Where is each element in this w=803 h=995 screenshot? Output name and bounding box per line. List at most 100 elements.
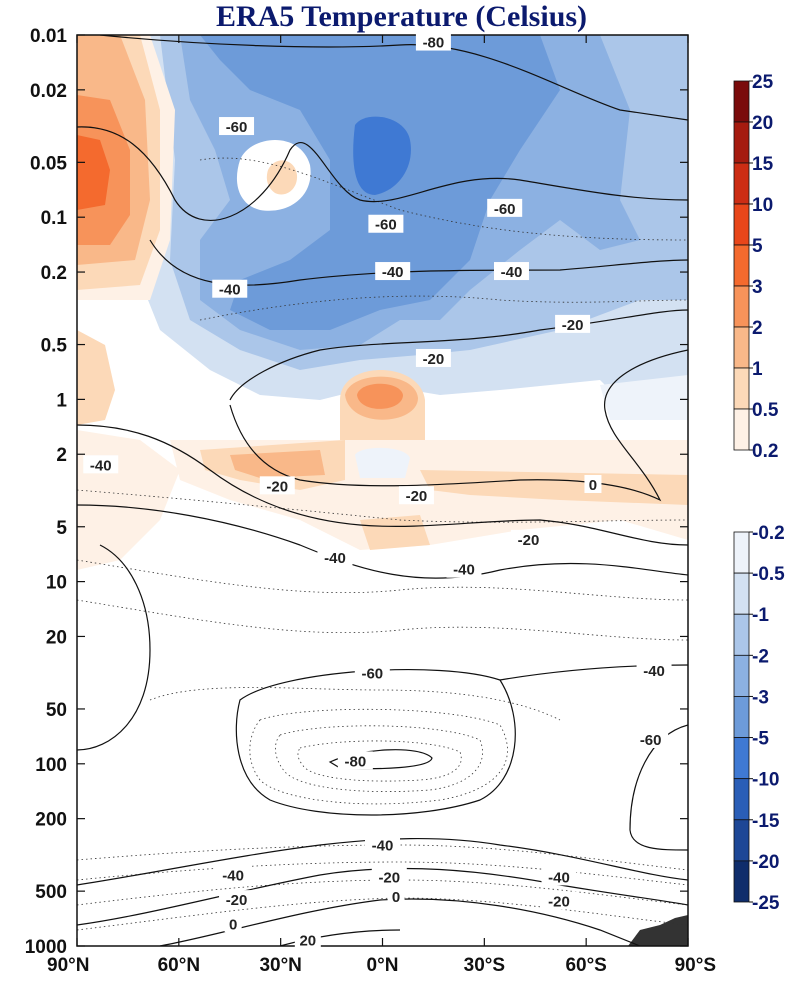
- y-tick-label: 5: [56, 518, 67, 539]
- colorbar-label: -10: [752, 770, 779, 791]
- contour-label: 0: [392, 889, 400, 906]
- contour-label: -20: [548, 894, 570, 911]
- colorbar-swatch: [733, 696, 750, 738]
- contour-label: -60: [494, 201, 516, 218]
- y-tick-label: 0.1: [41, 208, 68, 229]
- contour-label-bg: [636, 661, 672, 680]
- contour-label-bg: [415, 348, 451, 367]
- colorbar-label: -0.5: [752, 564, 785, 585]
- y-tick-label: 2: [56, 445, 67, 466]
- colorbar-label: 5: [752, 236, 763, 257]
- x-tick-label: 60°N: [158, 955, 200, 976]
- colorbar-label: 1: [752, 359, 763, 380]
- neg-anomaly-fill: [600, 375, 688, 420]
- colorbar-swatch: [733, 737, 750, 780]
- contour-label-bg: [317, 547, 353, 566]
- contour-label: 0: [589, 477, 597, 494]
- contour-label: 20: [299, 932, 316, 949]
- contour-label-bg: [371, 867, 407, 886]
- colorbar-label: 2: [752, 318, 763, 339]
- contour-label-bg: [398, 486, 434, 505]
- y-tick-label: 20: [46, 627, 67, 648]
- contour-label: -40: [501, 264, 523, 281]
- colorbar-label: -20: [752, 852, 779, 873]
- pos-anomaly-fill: [77, 135, 110, 210]
- contour-label: -20: [518, 532, 540, 549]
- colorbar-label: -0.2: [752, 523, 785, 544]
- x-tick-label: 0°N: [367, 955, 399, 976]
- colorbar-swatch: [733, 244, 750, 287]
- contour-line: [279, 929, 401, 946]
- dotted-contour: [149, 687, 561, 721]
- colorbar-label: 0.5: [752, 400, 779, 421]
- contour-label: -80: [423, 35, 445, 52]
- contour-line: [77, 126, 688, 221]
- contour-label-bg: [446, 559, 482, 578]
- colorbar-swatch: [733, 80, 750, 123]
- y-tick-label: 10: [46, 573, 67, 594]
- contour-label: -40: [90, 457, 112, 474]
- colorbar-swatch: [733, 326, 750, 369]
- colorbar-label: -5: [752, 729, 769, 750]
- x-axis: 90°N 60°N 30°N 0°N 30°S 60°S 90°S: [47, 35, 716, 976]
- dotted-contour: [297, 740, 462, 782]
- y-tick-label: 1: [56, 390, 67, 411]
- colorbar-swatch: [733, 367, 750, 410]
- colorbar-label: 0.2: [752, 441, 778, 462]
- colorbar-swatch: [733, 860, 750, 903]
- x-tick-label: 30°S: [464, 955, 505, 976]
- dotted-contour: [77, 489, 688, 523]
- contour-label: -40: [453, 562, 475, 579]
- contour-label-bg: [487, 198, 523, 217]
- y-tick-label: 200: [35, 810, 67, 831]
- contour-label-bg: [224, 914, 242, 933]
- contour-label: -80: [345, 753, 367, 770]
- pos-anomaly-fill: [357, 383, 403, 409]
- contour-label: -60: [226, 119, 248, 136]
- contour-label-bg: [294, 930, 321, 949]
- contour-label: -20: [406, 488, 428, 505]
- y-tick-label: 0.02: [30, 81, 67, 102]
- contour-label-bg: [493, 262, 529, 281]
- contour-label-bg: [368, 214, 404, 233]
- y-tick-label: 100: [35, 755, 67, 776]
- contour-line: [77, 424, 688, 546]
- colorbar-label: 15: [752, 154, 774, 175]
- contour-label-bg: [219, 117, 255, 136]
- contour-label: -40: [222, 867, 244, 884]
- contour-line: [77, 504, 688, 579]
- contour-label: -20: [226, 892, 248, 909]
- colorbar-label: -3: [752, 687, 769, 708]
- colorbar-swatch: [733, 778, 750, 821]
- colorbar-swatch: [733, 285, 750, 328]
- x-tick-label: 30°N: [259, 955, 301, 976]
- contour-label: -60: [640, 732, 662, 749]
- colorbar-label: 20: [752, 113, 773, 134]
- contour-label: -40: [372, 837, 394, 854]
- contour-label: -40: [382, 264, 404, 281]
- contour-label-bg: [415, 32, 451, 51]
- y-tick-label: 0.05: [30, 153, 67, 174]
- contour-line: [159, 898, 641, 946]
- colorbar-label: 25: [752, 72, 774, 93]
- colorbar-swatch: [733, 654, 750, 697]
- contour-label-bg: [215, 865, 251, 884]
- colorbar-swatch: [733, 203, 750, 246]
- colorbar-label: -15: [752, 811, 780, 832]
- neg-anomaly-fill: [353, 116, 411, 195]
- y-tick-label: 0.2: [41, 263, 67, 284]
- negative-colorbar: -0.2 -0.5 -1 -2 -3 -5 -10 -15 -20 -25: [733, 523, 785, 914]
- filled-contours: [77, 35, 688, 946]
- contour-label-bg: [584, 475, 602, 494]
- colorbar-label: 10: [752, 195, 773, 216]
- contour-label: -40: [324, 550, 346, 567]
- contour-label-bg: [365, 835, 400, 854]
- contour-label: -20: [266, 478, 288, 495]
- dotted-contour: [77, 559, 688, 601]
- terrain-mask: [628, 915, 688, 946]
- x-tick-label: 90°S: [675, 955, 716, 976]
- x-tick-label: 60°S: [565, 955, 606, 976]
- contour-label-bg: [354, 663, 390, 682]
- dotted-contour: [275, 725, 483, 792]
